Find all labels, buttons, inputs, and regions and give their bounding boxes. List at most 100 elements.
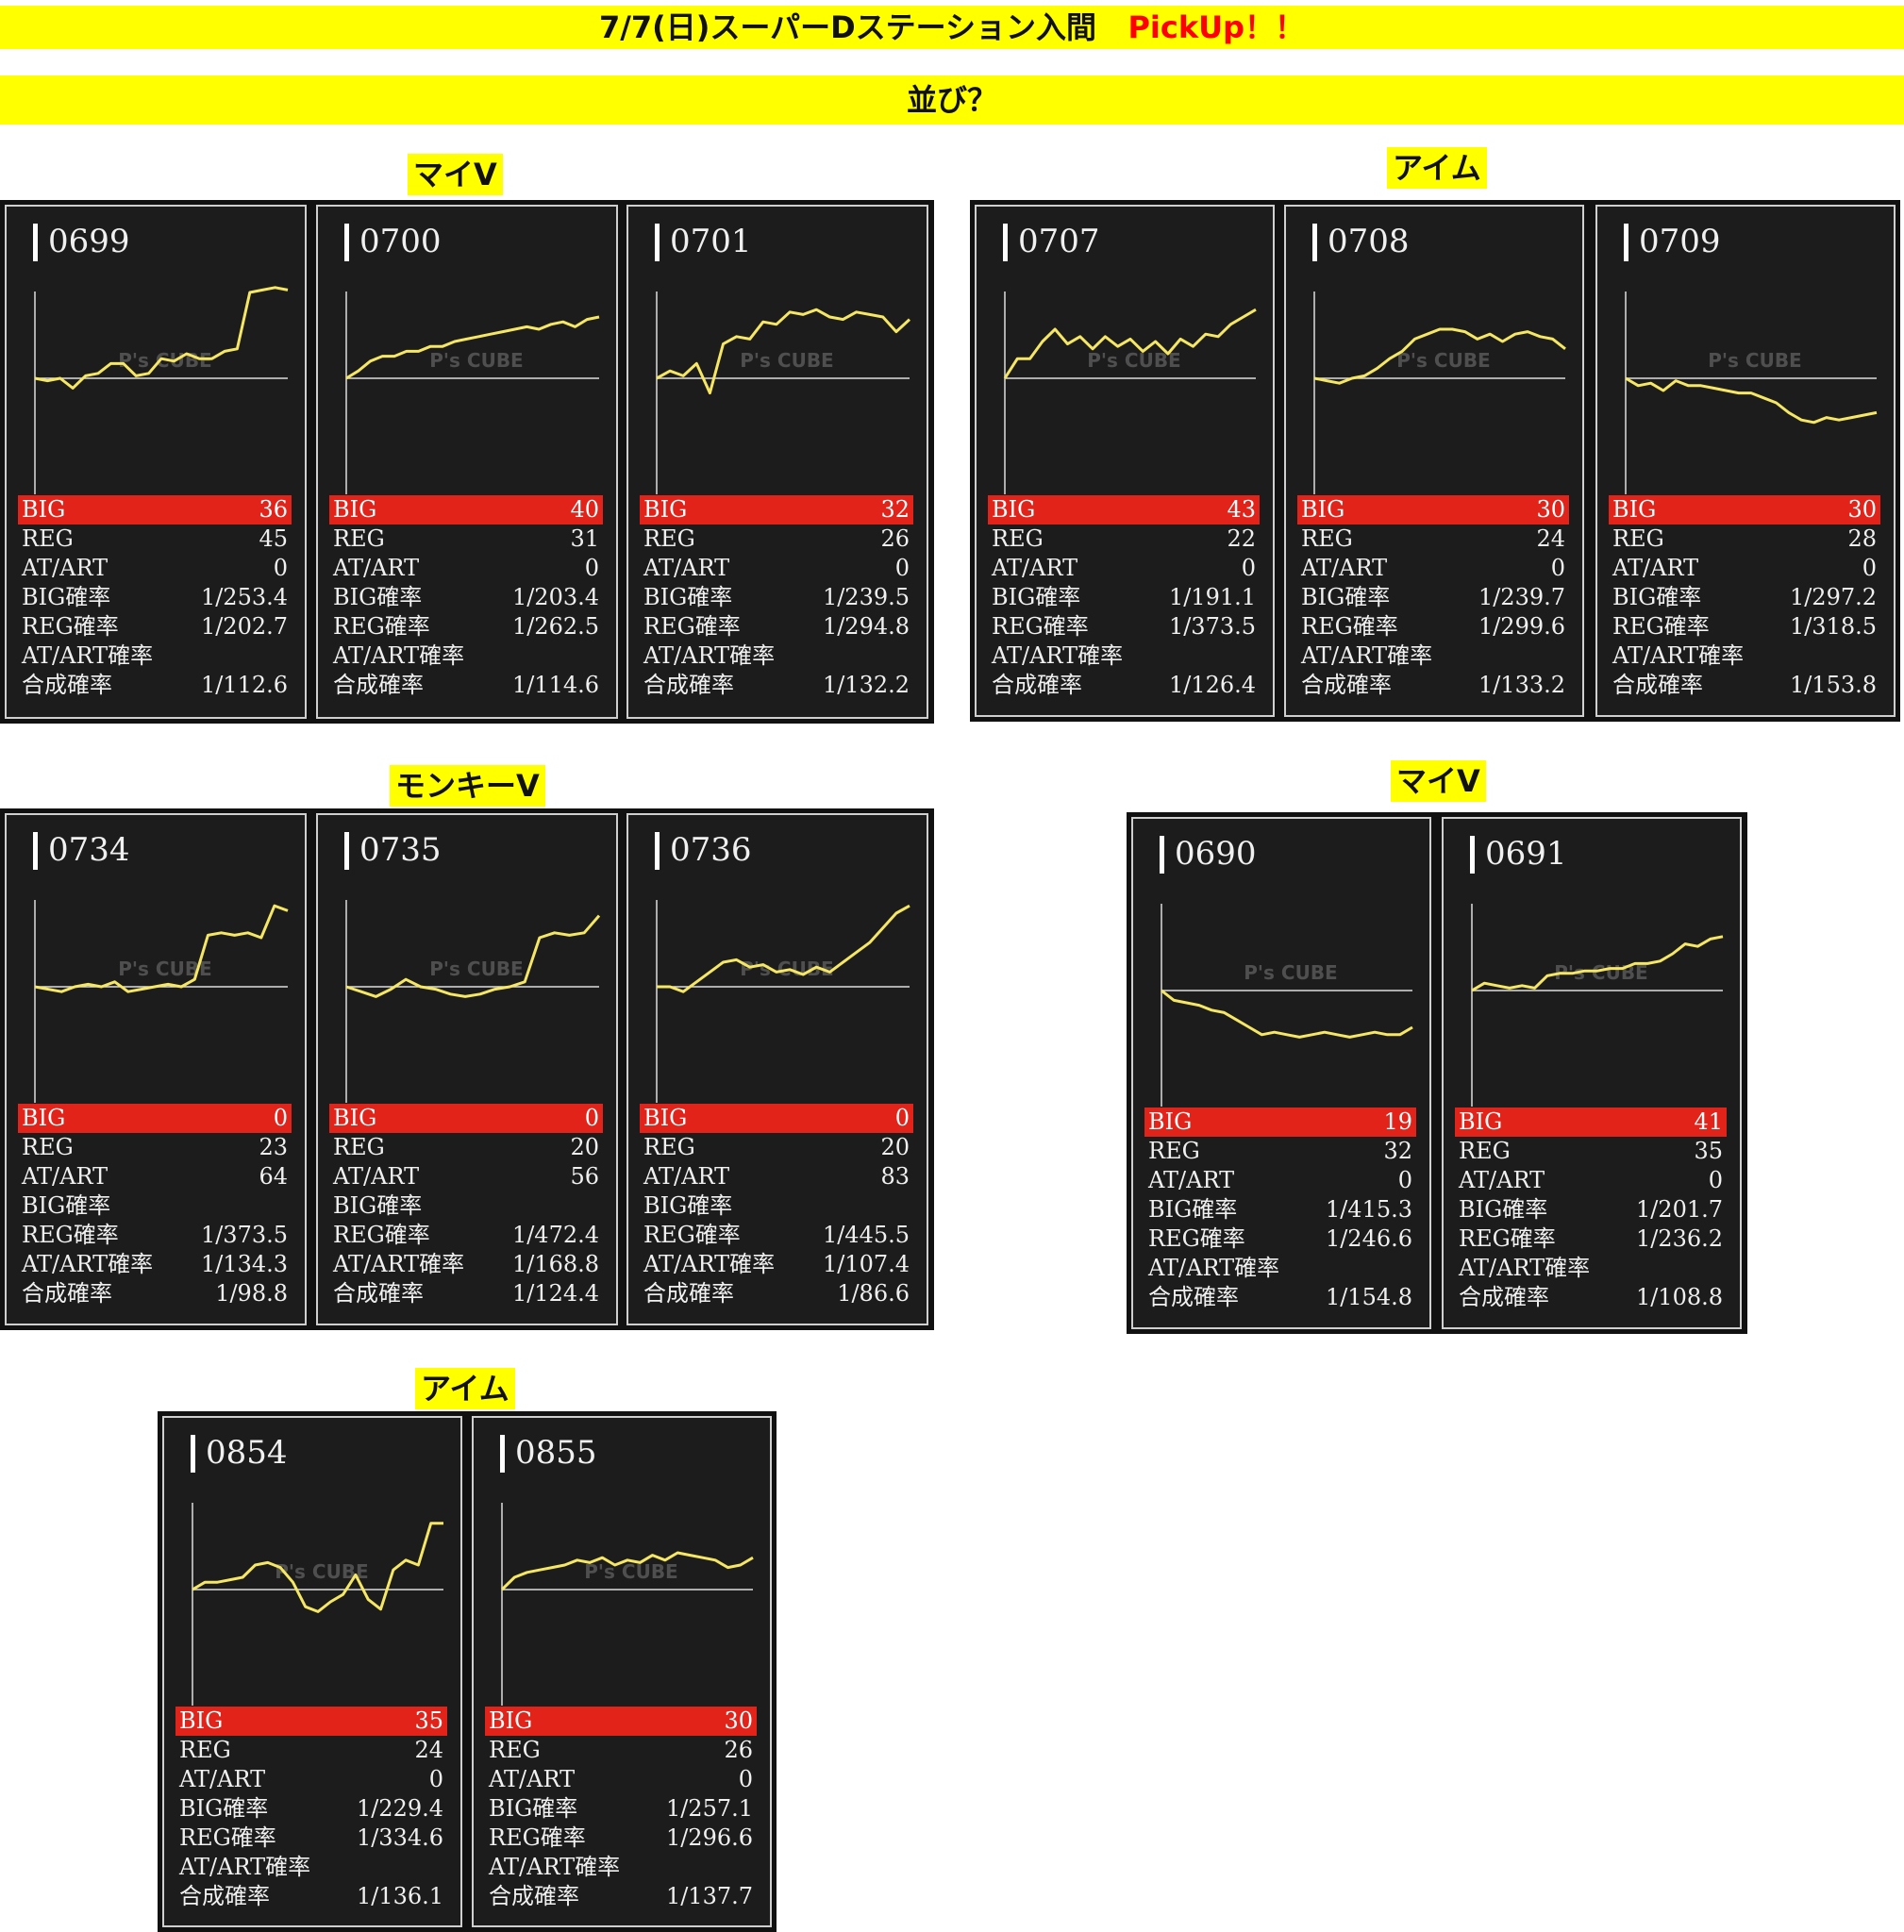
machine-card-0736[interactable]: 0736 P's CUBE BIG 0 REG 20 AT/ART 83 BIG確率 REG確率 1… — [626, 813, 928, 1325]
stat-value: 30 — [724, 1707, 753, 1734]
stat-label: REG確率 — [643, 1222, 741, 1248]
stat-value: 0 — [738, 1766, 753, 1792]
machine-number: 0699 — [48, 223, 130, 260]
machine-card-0734[interactable]: 0734 P's CUBE BIG 0 REG 23 AT/ART 64 BIG確率 REG確率 1… — [5, 813, 307, 1325]
stat-label: REG — [1301, 525, 1353, 552]
stat-label: AT/ART — [1301, 555, 1388, 581]
stat-value: 0 — [428, 1766, 443, 1792]
stat-row-at-art: AT/ART 0 — [329, 554, 603, 583]
machine-number: 0690 — [1175, 835, 1257, 873]
machine-card-0700[interactable]: 0700 P's CUBE BIG 40 REG 31 AT/ART 0 BIG確率 1/203.… — [316, 205, 618, 719]
stat-row-combined-prob: 合成確率 1/136.1 — [175, 1882, 447, 1911]
stat-label: REG — [643, 525, 695, 552]
stat-value: 1/299.6 — [1478, 613, 1565, 640]
stat-value: 1/124.4 — [511, 1280, 599, 1307]
stat-row-reg: REG 26 — [640, 525, 913, 554]
stat-label: AT/ART確率 — [1612, 642, 1745, 669]
watermark-logo: P's CUBE — [429, 958, 523, 980]
stats-table: BIG 43 REG 22 AT/ART 0 BIG確率 1/191.1 REG確率 1/373.… — [988, 495, 1260, 700]
machine-card-0699[interactable]: 0699 P's CUBE BIG 36 REG 45 AT/ART 0 BIG確率 1/253.… — [5, 205, 307, 719]
watermark-logo: P's CUBE — [1396, 349, 1490, 372]
stat-row-reg: REG 26 — [485, 1736, 757, 1765]
stat-label: AT/ART確率 — [489, 1854, 621, 1880]
stat-row-reg: REG 22 — [988, 525, 1260, 554]
machine-card-0690[interactable]: 0690 P's CUBE BIG 19 REG 32 AT/ART 0 BIG確率 1/415.… — [1131, 817, 1431, 1329]
graph-line — [192, 1522, 443, 1613]
stat-value: 20 — [880, 1134, 910, 1160]
stat-label: AT/ART — [333, 1163, 420, 1190]
stat-value: 1/154.8 — [1325, 1284, 1412, 1310]
stat-label: AT/ART — [489, 1766, 576, 1792]
machine-card-0854[interactable]: 0854 P's CUBE BIG 35 REG 24 AT/ART 0 BIG確率 1/229.… — [162, 1416, 462, 1927]
machine-group-aim-1: 0707 P's CUBE BIG 43 REG 22 AT/ART 0 BIG確率 1/191.… — [970, 200, 1900, 722]
stat-row-reg: REG 28 — [1609, 525, 1880, 554]
stat-row-at-art-prob: AT/ART確率 — [640, 641, 913, 671]
stat-label: 合成確率 — [992, 672, 1082, 698]
stat-row-combined-prob: 合成確率 1/133.2 — [1297, 671, 1569, 700]
stat-label: 合成確率 — [333, 1280, 424, 1307]
stat-label: AT/ART — [1148, 1167, 1235, 1193]
stat-label: AT/ART確率 — [1301, 642, 1433, 669]
stat-row-at-art: AT/ART 0 — [175, 1765, 447, 1794]
stat-label: REG確率 — [333, 613, 430, 640]
stat-row-at-art: AT/ART 0 — [1144, 1166, 1416, 1195]
stat-label: AT/ART — [643, 1163, 730, 1190]
stat-row-at-art-prob: AT/ART確率 — [988, 641, 1260, 671]
stat-label: BIG — [22, 1105, 66, 1131]
stats-table: BIG 30 REG 26 AT/ART 0 BIG確率 1/257.1 REG確率 1/296.… — [485, 1707, 757, 1911]
stat-label: AT/ART — [179, 1766, 266, 1792]
machine-card-0709[interactable]: 0709 P's CUBE BIG 30 REG 28 AT/ART 0 BIG確率 1/297.… — [1595, 205, 1896, 717]
stat-row-reg: REG 45 — [18, 525, 292, 554]
stat-label: AT/ART — [992, 555, 1078, 581]
machine-card-0691[interactable]: 0691 P's CUBE BIG 41 REG 35 AT/ART 0 BIG確率 1/201.… — [1442, 817, 1742, 1329]
stat-row-combined-prob: 合成確率 1/153.8 — [1609, 671, 1880, 700]
stat-row-at-art-prob: AT/ART確率 — [1297, 641, 1569, 671]
machine-number: 0708 — [1328, 223, 1410, 260]
stat-row-at-art-prob: AT/ART確率 1/134.3 — [18, 1250, 292, 1279]
payout-graph: P's CUBE — [345, 291, 600, 494]
stat-label: REG — [643, 1134, 695, 1160]
stat-value: 1/257.1 — [665, 1795, 753, 1822]
watermark-logo: P's CUBE — [1708, 349, 1801, 372]
machine-card-0701[interactable]: 0701 P's CUBE BIG 32 REG 26 AT/ART 0 BIG確率 1/239.… — [626, 205, 928, 719]
stat-value: 1/126.4 — [1168, 672, 1256, 698]
graph-line — [34, 286, 289, 390]
pickup-label: PickUp！！ — [1127, 9, 1306, 45]
machine-card-0708[interactable]: 0708 P's CUBE BIG 30 REG 24 AT/ART 0 BIG確率 1/239.… — [1284, 205, 1584, 717]
stat-value: 32 — [880, 496, 910, 523]
machine-card-0855[interactable]: 0855 P's CUBE BIG 30 REG 26 AT/ART 0 BIG確率 1/257.… — [472, 1416, 772, 1927]
stat-row-reg-prob: REG確率 1/318.5 — [1609, 612, 1880, 641]
stat-value: 26 — [880, 525, 910, 552]
stat-label: 合成確率 — [643, 1280, 734, 1307]
stat-value: 20 — [570, 1134, 599, 1160]
stat-value: 56 — [570, 1163, 599, 1190]
graph-line — [500, 1551, 754, 1591]
stat-value: 1/415.3 — [1325, 1196, 1412, 1223]
stat-label: BIG — [333, 1105, 377, 1131]
graph-line — [1625, 376, 1878, 425]
stat-value: 0 — [584, 555, 599, 581]
stat-row-at-art: AT/ART 64 — [18, 1162, 292, 1191]
stats-table: BIG 32 REG 26 AT/ART 0 BIG確率 1/239.5 REG確率 1/294.… — [640, 495, 913, 700]
stat-value: 1/318.5 — [1789, 613, 1877, 640]
stat-label: AT/ART確率 — [22, 1251, 154, 1277]
stat-value: 1/297.2 — [1789, 584, 1877, 610]
stat-row-at-art: AT/ART 83 — [640, 1162, 913, 1191]
number-marker — [655, 832, 660, 870]
payout-graph: P's CUBE — [656, 900, 910, 1103]
machine-card-0707[interactable]: 0707 P's CUBE BIG 43 REG 22 AT/ART 0 BIG確率 1/191.… — [975, 205, 1275, 717]
machine-number: 0707 — [1018, 223, 1100, 260]
stat-row-at-art: AT/ART 0 — [640, 554, 913, 583]
stat-row-reg: REG 24 — [1297, 525, 1569, 554]
stat-label: REG確率 — [22, 1222, 119, 1248]
stat-row-reg-prob: REG確率 1/202.7 — [18, 612, 292, 641]
stat-label: BIG — [179, 1707, 224, 1734]
stat-row-big-prob: BIG確率 — [640, 1191, 913, 1221]
watermark-logo: P's CUBE — [740, 349, 833, 372]
stat-label: AT/ART — [333, 555, 420, 581]
stat-label: 合成確率 — [489, 1883, 579, 1909]
stat-row-combined-prob: 合成確率 1/86.6 — [640, 1279, 913, 1308]
stats-table: BIG 40 REG 31 AT/ART 0 BIG確率 1/203.4 REG確率 1/262.… — [329, 495, 603, 700]
machine-card-0735[interactable]: 0735 P's CUBE BIG 0 REG 20 AT/ART 56 BIG確率 REG確率 1… — [316, 813, 618, 1325]
stats-table: BIG 41 REG 35 AT/ART 0 BIG確率 1/201.7 REG確率 1/236.… — [1455, 1108, 1727, 1312]
